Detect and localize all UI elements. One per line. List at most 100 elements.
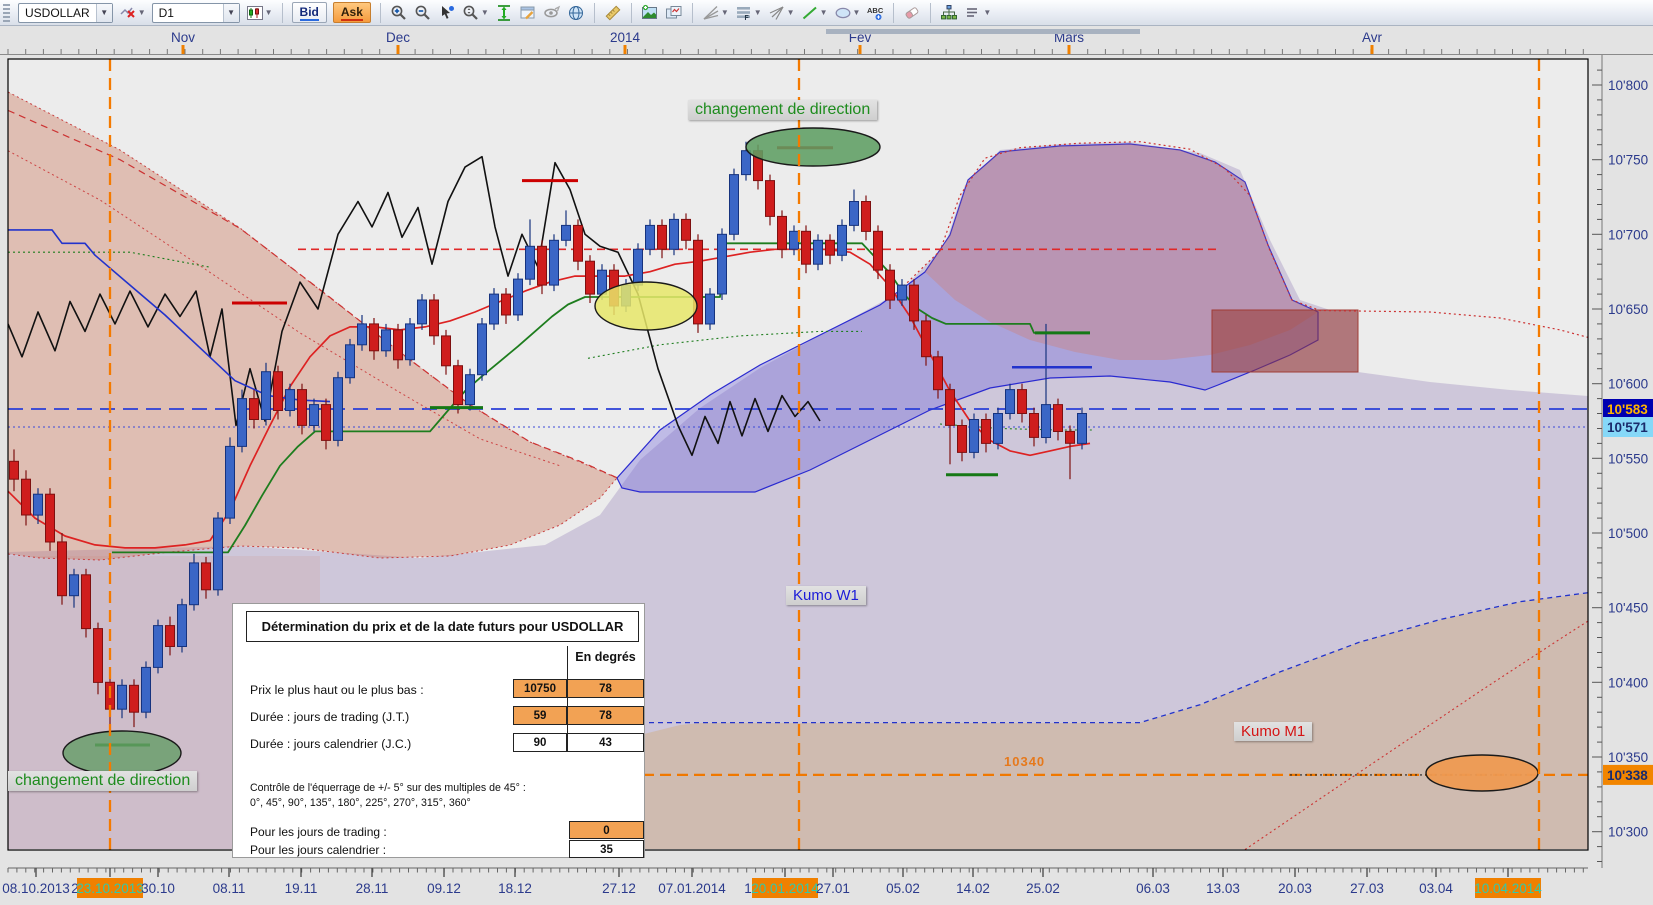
candle-body (825, 239, 835, 256)
chevron-down-icon[interactable]: ▼ (137, 8, 146, 17)
candle-body (849, 201, 859, 226)
senkou-red-top (899, 141, 1588, 338)
date-label: 07.01.2014 (658, 881, 726, 896)
table-cell: 43 (567, 733, 644, 752)
month-label: Nov (171, 30, 195, 45)
period-select[interactable]: D1 ▼ (151, 2, 240, 23)
bid-button[interactable]: Bid (291, 2, 327, 23)
kumo-w1-cap (925, 144, 1318, 360)
ruler-icon[interactable] (604, 4, 622, 22)
edit-window-icon[interactable] (519, 4, 537, 22)
top-axis: Nov Dec 2014 Fev Mars Avr (0, 29, 1653, 55)
candle-body (669, 218, 679, 250)
table-cell: 59 (513, 706, 567, 725)
candle-body (537, 245, 547, 286)
chevron-down-icon[interactable]: ▼ (983, 8, 992, 17)
price-label: 10'450 (1608, 601, 1648, 616)
chevron-down-icon[interactable]: ▼ (819, 8, 828, 17)
kumo-m1-future (620, 593, 1588, 849)
zoom-in-icon[interactable] (390, 4, 408, 22)
chevron-down-icon[interactable]: ▼ (720, 8, 729, 17)
table-note: Contrôle de l'équerrage de +/- 5° sur de… (250, 782, 526, 794)
candle-body (1065, 430, 1075, 444)
toolbar-separator (630, 2, 632, 23)
table-cell: 35 (569, 840, 644, 858)
candle-body (489, 293, 499, 325)
fib-levels-icon[interactable]: F ▼ (735, 4, 762, 22)
hide-view-icon[interactable] (543, 4, 561, 22)
chevron-down-icon[interactable]: ▼ (480, 8, 489, 17)
chevron-down-icon[interactable]: ▼ (264, 8, 273, 17)
chevron-down-icon[interactable]: ▼ (753, 8, 762, 17)
annotation-kumo-m1: Kumo M1 (1234, 722, 1313, 741)
date-label: 08.10.2013 (2, 881, 70, 896)
fib-fan-icon[interactable]: ▼ (702, 4, 729, 22)
price-highlight-box (1603, 764, 1653, 785)
chevron-down-icon[interactable]: ▼ (786, 8, 795, 17)
overlay-windows-icon[interactable] (665, 4, 683, 22)
date-label: 14.02 (956, 881, 990, 896)
price-label: 10'500 (1608, 526, 1648, 541)
candle-body (657, 224, 667, 250)
gann-square-table: Détermination du prix et de la date futu… (232, 603, 645, 858)
candle-body (933, 356, 943, 391)
candle-body (285, 389, 295, 412)
table-row-label: Pour les jours de trading : (250, 825, 387, 839)
chevron-down-icon[interactable]: ▼ (95, 3, 112, 22)
globe-icon[interactable] (567, 4, 585, 22)
symbol-select[interactable]: USDOLLAR ▼ (18, 2, 113, 23)
menu-list-icon[interactable]: ▼ (964, 4, 991, 22)
candle-body (225, 445, 235, 519)
candle-body (633, 248, 643, 286)
candle-body (1005, 389, 1015, 415)
candle-body (93, 628, 103, 683)
zoom-cursor-icon[interactable] (438, 4, 456, 22)
chevron-down-icon[interactable]: ▼ (852, 8, 861, 17)
candle-body (477, 323, 487, 376)
toolbar-separator (379, 2, 381, 23)
month-marker (1067, 45, 1071, 54)
ask-button[interactable]: Ask (332, 2, 371, 23)
candle-body (501, 293, 511, 316)
add-image-icon[interactable] (641, 4, 659, 22)
annotation-level-10340: 10340 (1004, 754, 1046, 769)
candle-body (741, 150, 751, 176)
annotation-change-direction-top: changement de direction (688, 100, 878, 120)
candle-body (153, 625, 163, 668)
zoom-vertical-icon[interactable]: ▼ (462, 4, 489, 22)
price-label: 10'300 (1608, 825, 1648, 840)
eraser-icon[interactable] (903, 4, 921, 22)
annotation-kumo-w1: Kumo W1 (786, 586, 866, 605)
detach-chart-icon[interactable]: ▼ (119, 4, 146, 22)
table-row-label: Prix le plus haut ou le plus bas : (250, 683, 424, 697)
chart-type-icon[interactable]: ▼ (246, 4, 273, 22)
chevron-down-icon[interactable]: ▼ (222, 3, 239, 22)
date-label: 27.03 (1350, 881, 1384, 896)
candle-body (981, 419, 991, 444)
candle-body (1077, 413, 1087, 444)
date-label-highlight: 10.04.2014 (1474, 881, 1542, 896)
candle-body (573, 224, 583, 262)
annotation-change-direction-bottom: changement de direction (8, 771, 198, 791)
candle-body (309, 404, 319, 427)
candle-body (177, 604, 187, 648)
ellipse-tool-icon[interactable]: ▼ (834, 4, 861, 22)
table-title: Détermination du prix et de la date futu… (246, 611, 639, 642)
date-label: 30.10 (141, 881, 175, 896)
fit-vertical-icon[interactable] (495, 4, 513, 22)
trend-line-icon[interactable]: ▼ (801, 4, 828, 22)
zoom-out-icon[interactable] (414, 4, 432, 22)
structure-icon[interactable] (940, 4, 958, 22)
candle-body (249, 398, 259, 421)
fan-lines-icon[interactable]: ▼ (768, 4, 795, 22)
candle-body (873, 230, 883, 271)
candle-body (789, 230, 799, 250)
candle-body (117, 684, 127, 710)
month-label: 2014 (610, 30, 641, 45)
toolbar-grip[interactable] (3, 3, 10, 22)
table-cell: 78 (567, 706, 644, 725)
kumo-overlap-box (1211, 309, 1359, 373)
candle-body (213, 517, 223, 591)
text-label-icon[interactable]: ABC (866, 4, 884, 22)
